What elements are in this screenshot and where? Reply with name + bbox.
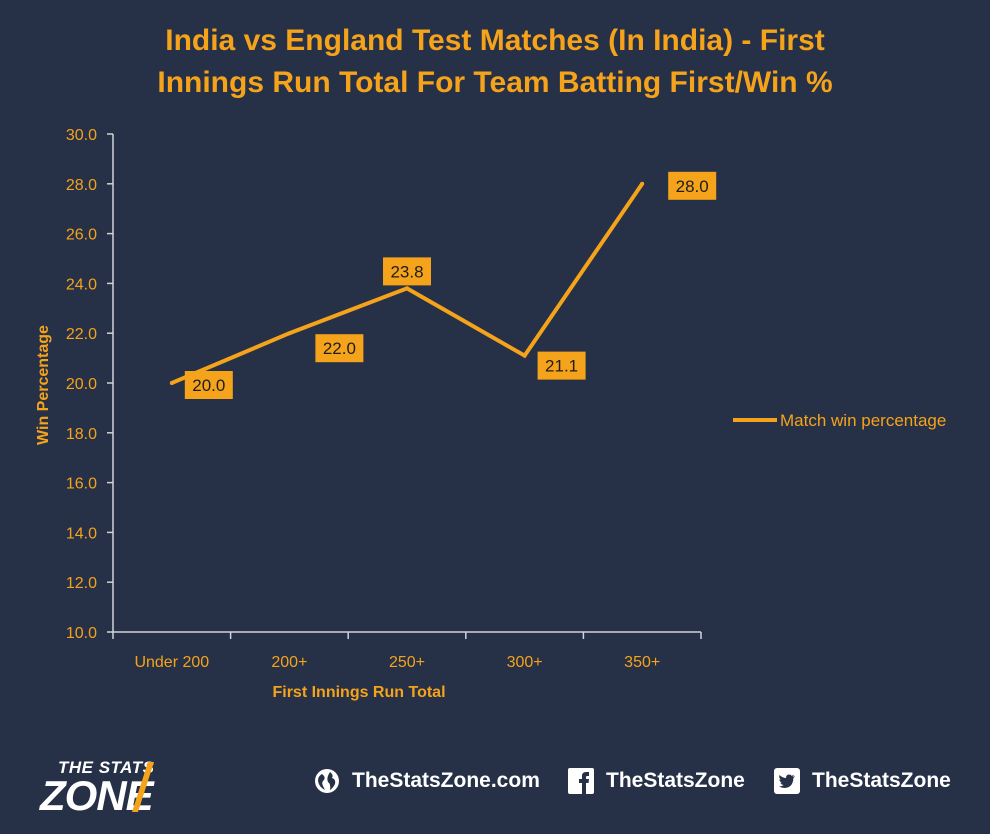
y-axis-title: Win Percentage <box>35 325 52 445</box>
logo-text-top: THE STATS <box>58 758 155 777</box>
twitter-text: TheStatsZone <box>812 769 951 792</box>
facebook-text: TheStatsZone <box>606 769 745 792</box>
y-tick-label: 10.0 <box>66 625 97 642</box>
y-tick-label: 28.0 <box>66 177 97 194</box>
facebook-icon <box>568 768 594 794</box>
y-tick-label: 20.0 <box>66 376 97 393</box>
data-label: 28.0 <box>668 171 717 200</box>
legend: Match win percentage <box>733 411 946 430</box>
y-tick-label: 26.0 <box>66 227 97 244</box>
data-label: 21.1 <box>537 351 586 380</box>
chart-title-line1: India vs England Test Matches (In India)… <box>165 24 825 57</box>
y-tick-label: 14.0 <box>66 525 97 542</box>
chart-title: India vs England Test Matches (In India)… <box>0 20 990 104</box>
data-label-text: 22.0 <box>323 339 356 358</box>
data-label: 20.0 <box>184 371 233 399</box>
data-label-box <box>668 171 717 200</box>
data-label-text: 28.0 <box>676 177 709 196</box>
data-label-box <box>537 351 586 380</box>
website-text: TheStatsZone.com <box>352 769 540 792</box>
twitter-link[interactable]: TheStatsZone <box>774 768 951 794</box>
legend-label: Match win percentage <box>780 411 946 430</box>
x-axis-title: First Innings Run Total <box>272 684 445 701</box>
globe-icon <box>315 769 339 793</box>
data-label-box <box>383 257 431 286</box>
data-label: 22.0 <box>315 334 364 363</box>
data-label-box <box>184 371 233 399</box>
data-point <box>287 331 292 336</box>
x-tick-label: 200+ <box>271 654 307 671</box>
y-tick-label: 16.0 <box>66 476 97 493</box>
website-link[interactable]: TheStatsZone.com <box>314 768 540 794</box>
x-tick-label: 300+ <box>507 654 543 671</box>
data-point <box>640 181 645 186</box>
chart-title-line2: Innings Run Total For Team Batting First… <box>157 66 833 99</box>
facebook-link[interactable]: TheStatsZone <box>568 768 745 794</box>
x-tick-label: Under 200 <box>134 654 209 671</box>
data-point <box>405 286 409 291</box>
data-point <box>169 381 174 385</box>
data-point <box>522 353 527 358</box>
data-label: 23.8 <box>383 257 431 286</box>
stats-zone-logo[interactable]: THE STATS ZONE <box>38 752 213 824</box>
y-tick-label: 12.0 <box>66 575 97 592</box>
data-label-text: 20.0 <box>192 376 225 395</box>
logo-swoosh-icon <box>132 762 154 812</box>
y-tick-label: 18.0 <box>66 426 97 443</box>
y-tick-label: 30.0 <box>66 127 97 144</box>
y-tick-label: 24.0 <box>66 276 97 293</box>
footer: THE STATS ZONE TheStatsZone.com TheStats… <box>0 740 990 830</box>
data-label-box <box>315 334 364 363</box>
x-tick-label: 350+ <box>624 654 660 671</box>
data-label-text: 21.1 <box>545 357 578 376</box>
line-chart: 10.0 12.0 14.0 16.0 18.0 20.0 22.0 24.0 26.0 28.0… <box>35 127 946 701</box>
x-tick-label: 250+ <box>389 654 425 671</box>
y-tick-label: 22.0 <box>66 326 97 343</box>
twitter-icon <box>774 768 800 794</box>
data-label-text: 23.8 <box>390 262 423 281</box>
